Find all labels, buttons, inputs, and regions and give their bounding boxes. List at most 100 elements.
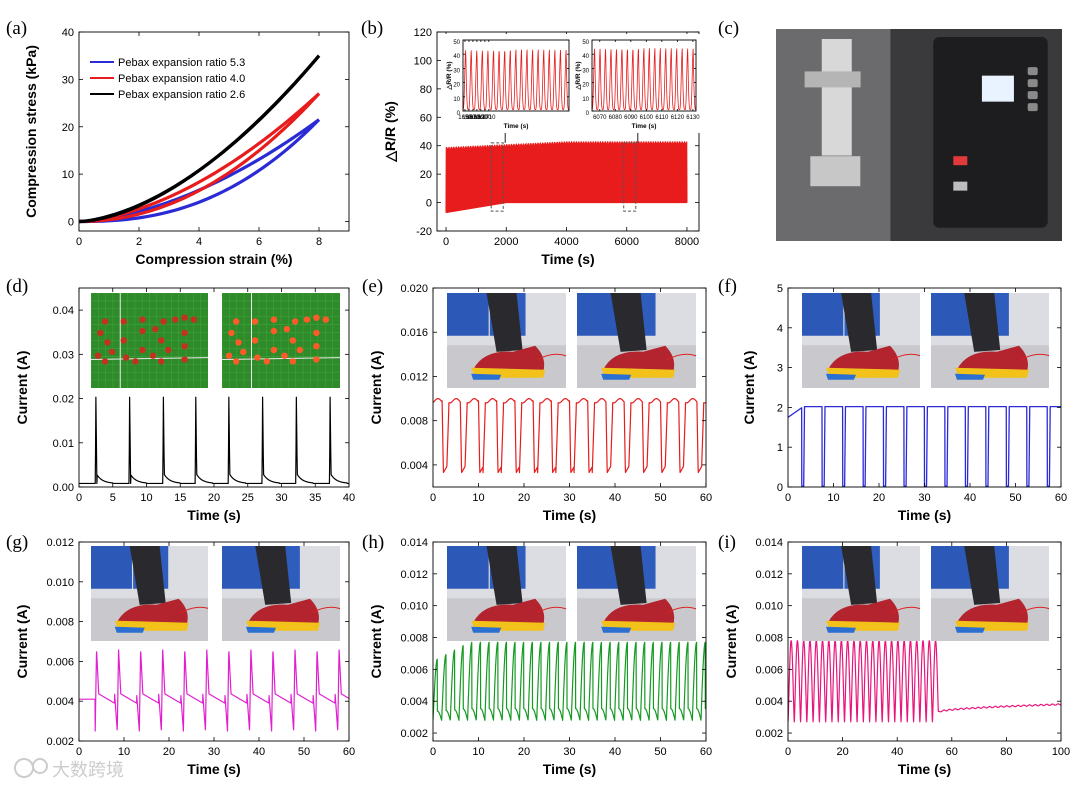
x-tick-label: 6000 <box>614 236 638 248</box>
led <box>228 329 235 337</box>
y-tick-label: 1 <box>777 442 783 454</box>
series-current <box>788 640 1061 723</box>
x-axis-title: Compression strain (%) <box>135 251 292 267</box>
x-tick-label: 0 <box>430 492 436 504</box>
y-tick-label: 10 <box>62 169 74 181</box>
y-tick-label: 30 <box>582 68 589 74</box>
wire <box>180 606 208 614</box>
series-current <box>79 396 349 485</box>
led <box>235 339 242 346</box>
controller-red-key <box>953 156 968 166</box>
led <box>289 358 296 365</box>
legend-entry: Pebax expansion ratio 4.0 <box>118 73 245 85</box>
led <box>240 348 247 356</box>
plot-frame <box>787 541 1062 742</box>
logo-ring <box>32 758 48 774</box>
x-tick-label: 35 <box>309 492 321 504</box>
controller-unit <box>933 37 1048 228</box>
controller-key <box>1027 67 1038 76</box>
y-tick-label: 20 <box>62 122 74 134</box>
y-tick-label: 40 <box>453 54 460 60</box>
panel-d: 0 5 10 15 20 25 30 35 40 0.00 0.01 0.02 0.03 0.04 Time… <box>14 287 355 523</box>
y-tick-label: 40 <box>582 54 589 60</box>
y-tick-label: 0.00 <box>53 482 74 494</box>
shoe-sole-blue <box>601 626 632 633</box>
x-axis-title: Time (s) <box>504 123 529 130</box>
wire <box>536 353 566 361</box>
y-tick-label: 0.01 <box>53 438 74 450</box>
led <box>254 354 261 361</box>
y-tick-label: 0.004 <box>755 696 783 708</box>
led <box>132 358 139 365</box>
x-axis-title: Time (s) <box>187 507 240 523</box>
led <box>283 325 291 333</box>
y-axis-title: Current (A) <box>14 605 30 679</box>
wire <box>311 606 340 614</box>
led <box>232 318 240 325</box>
x-tick-label: 2000 <box>494 236 518 248</box>
led <box>313 356 320 363</box>
photo-f-0 <box>802 293 920 388</box>
photo-content <box>222 293 340 388</box>
plot-frame <box>78 287 350 488</box>
y-tick-label: 50 <box>582 40 589 46</box>
led <box>152 325 159 333</box>
series-current <box>79 649 349 732</box>
y-tick-label: 0.006 <box>46 656 74 668</box>
wire <box>1020 353 1049 361</box>
x-tick-label: 10 <box>472 492 484 504</box>
inset-series <box>463 49 569 110</box>
x-tick-label: 1660 <box>462 115 476 121</box>
wire <box>891 606 920 614</box>
x-tick-label: 1650 <box>458 115 472 121</box>
y-tick-label: 0 <box>777 482 783 494</box>
photo-content <box>222 546 340 641</box>
lab-cabinet <box>447 546 489 589</box>
panel-label: (d) <box>6 276 28 297</box>
led <box>104 339 111 346</box>
led <box>291 318 299 325</box>
plot-area-e <box>433 398 706 474</box>
photo-content <box>577 293 696 388</box>
y-tick-label: 2 <box>777 402 783 414</box>
lab-cabinet <box>802 546 844 589</box>
led <box>232 358 240 365</box>
led <box>281 352 288 359</box>
y-tick-label: 4 <box>777 323 783 335</box>
photo-content <box>447 293 566 388</box>
y-tick-label: 0.008 <box>400 416 428 428</box>
y-tick-label: 0.014 <box>400 537 428 549</box>
y-tick-label: 0.004 <box>400 696 428 708</box>
panel-label: (a) <box>6 18 27 39</box>
y-axis-title: Current (A) <box>368 351 384 425</box>
machine-clamp <box>804 71 861 88</box>
x-tick-label: 0 <box>785 746 791 758</box>
legend-entry: Pebax expansion ratio 5.3 <box>118 57 245 69</box>
wire <box>536 606 566 614</box>
x-tick-label: 6100 <box>640 115 654 121</box>
led <box>108 348 116 356</box>
photo-d-1 <box>222 293 340 388</box>
watermark: 大数跨境 <box>14 758 124 781</box>
x-tick-label: 1700 <box>478 115 492 121</box>
shoe-sole-blue <box>825 373 856 380</box>
plot-frame <box>432 287 707 488</box>
panel-label: (i) <box>718 532 736 553</box>
led <box>251 337 259 344</box>
led <box>149 352 157 359</box>
x-tick-label: 50 <box>1009 492 1021 504</box>
led <box>101 358 109 365</box>
x-tick-label: 30 <box>275 492 287 504</box>
x-tick-label: 20 <box>518 492 530 504</box>
led <box>181 314 188 321</box>
led <box>296 346 304 354</box>
photo-h-1 <box>577 546 696 641</box>
y-axis-title: Current (A) <box>723 605 739 679</box>
photo-i-1 <box>931 546 1049 641</box>
led <box>158 358 165 365</box>
y-tick-label: 0.006 <box>400 664 428 676</box>
plot-area-d <box>79 396 349 485</box>
x-tick-label: 30 <box>208 746 220 758</box>
y-tick-label: 0.03 <box>53 349 74 361</box>
